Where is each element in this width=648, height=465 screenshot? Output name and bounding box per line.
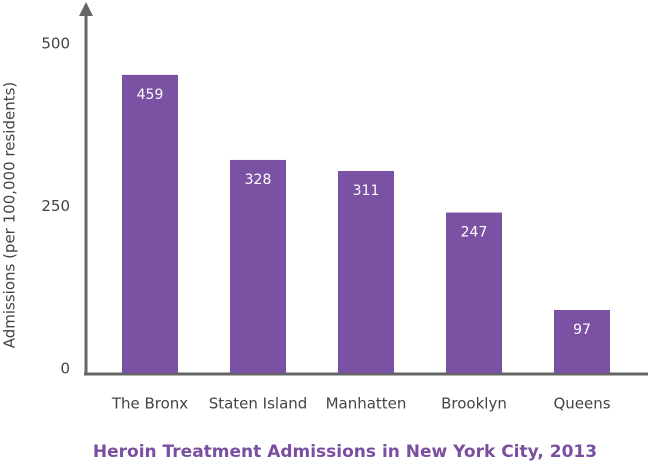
x-tick-label: Staten Island <box>209 395 308 413</box>
x-tick-label: Manhatten <box>326 395 407 413</box>
y-axis-label: Admissions (per 100,000 residents) <box>1 82 19 349</box>
x-tick-label: Brooklyn <box>441 395 507 413</box>
value-label: 97 <box>573 322 591 338</box>
value-label: 459 <box>137 87 164 103</box>
y-axis-arrow <box>79 2 93 16</box>
value-label: 328 <box>245 172 272 188</box>
bar <box>446 212 502 373</box>
bar <box>554 309 610 373</box>
y-tick-label: 250 <box>41 197 70 215</box>
x-tick-label: Queens <box>553 395 610 413</box>
chart-title: Heroin Treatment Admissions in New York … <box>93 442 597 462</box>
bar <box>122 74 178 374</box>
value-label: 311 <box>353 183 380 199</box>
y-tick-label: 500 <box>41 35 70 53</box>
y-tick-label: 0 <box>60 360 70 378</box>
x-tick-label: The Bronx <box>111 395 188 413</box>
value-label: 247 <box>461 225 488 241</box>
bar <box>230 159 286 373</box>
bar <box>338 170 394 373</box>
